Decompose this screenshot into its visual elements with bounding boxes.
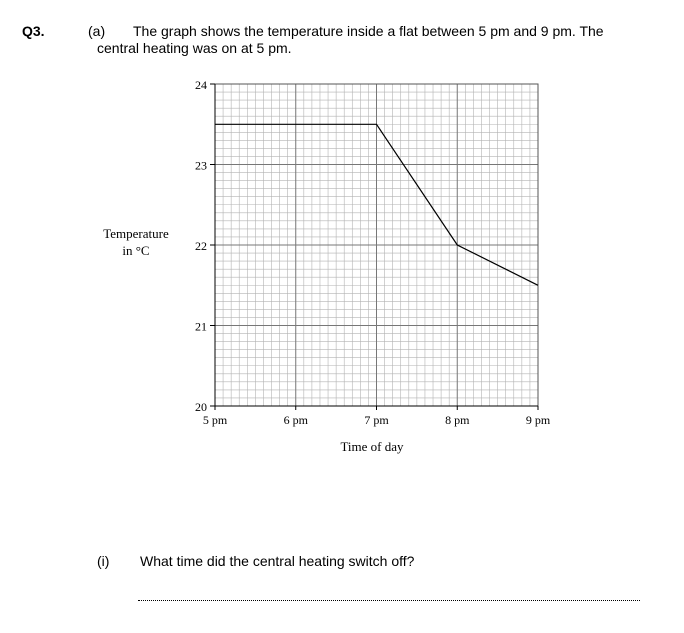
- y-tick-label: 21: [195, 320, 207, 334]
- x-axis-label: Time of day: [340, 439, 404, 454]
- question-intro-line-1: The graph shows the temperature inside a…: [133, 23, 604, 39]
- y-axis-label-line-2: in °C: [122, 243, 150, 258]
- question-intro-line-2: central heating was on at 5 pm.: [97, 40, 292, 56]
- part-i-label: (i): [97, 553, 110, 569]
- part-a-label: (a): [88, 23, 106, 39]
- x-tick-label: 8 pm: [445, 413, 470, 427]
- temperature-line: [215, 123, 539, 286]
- y-tick-label: 24: [195, 78, 207, 92]
- answer-line[interactable]: [138, 600, 640, 601]
- question-number: Q3.: [22, 23, 45, 39]
- question-text: What time did the central heating switch…: [140, 553, 415, 569]
- y-axis-label: Temperature in °C: [90, 225, 182, 259]
- x-tick-label: 5 pm: [203, 413, 228, 427]
- y-axis-label-line-1: Temperature: [103, 226, 169, 241]
- y-tick-label: 20: [195, 400, 207, 414]
- x-tick-label: 6 pm: [284, 413, 309, 427]
- axis-ticks: 5 pm 6 pm 7 pm 8 pm 9 pm 20 21 22 23 24: [195, 78, 551, 427]
- x-tick-label: 7 pm: [364, 413, 389, 427]
- y-tick-label: 22: [195, 239, 207, 253]
- data-series: [215, 123, 539, 286]
- y-tick-label: 23: [195, 159, 207, 173]
- x-tick-label: 9 pm: [526, 413, 551, 427]
